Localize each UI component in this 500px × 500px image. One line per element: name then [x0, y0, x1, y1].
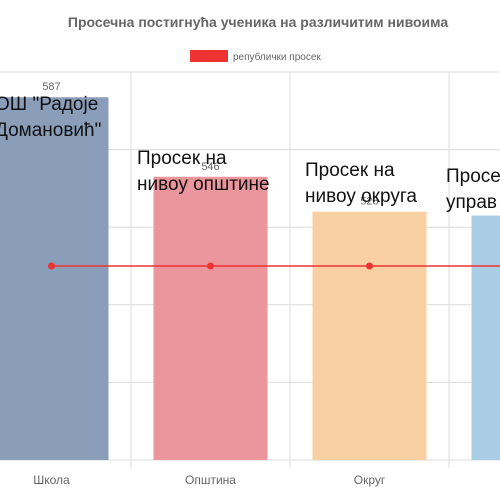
annotation-line: управ — [446, 192, 497, 213]
bar-value-label: 587 — [42, 81, 60, 93]
reference-point[interactable] — [207, 262, 214, 270]
annotation-line: нивоу округа — [305, 186, 417, 207]
annotations: ОШ "Радоје Домановић" Просек на нивоу општи… — [0, 94, 500, 213]
annotation: Просе управ — [446, 166, 500, 213]
legend-swatch — [190, 50, 228, 62]
bar-value-label: 546 — [201, 161, 219, 173]
annotation: Просек на нивоу округа — [305, 160, 417, 207]
bar[interactable] — [153, 176, 268, 460]
bar[interactable] — [312, 211, 427, 460]
annotation: Просек на нивоу општине — [137, 148, 270, 195]
chart-title: Просечна постигнућа ученика на различити… — [68, 14, 448, 30]
x-axis-ticks: ШколаОпштинаОкругШкол — [33, 473, 386, 487]
annotation-line: Просе — [446, 166, 500, 187]
x-tick-label: Округ — [354, 473, 386, 487]
annotation: ОШ "Радоје Домановић" — [0, 94, 101, 141]
reference-point[interactable] — [366, 262, 373, 270]
legend-label: републички просек — [233, 51, 321, 63]
x-tick-label: Школа — [33, 473, 70, 487]
legend: републички просек — [190, 50, 321, 63]
bar-value-label: 528 — [360, 196, 378, 208]
annotation-line: ОШ "Радоје — [0, 94, 98, 115]
annotation-line: нивоу општине — [137, 174, 270, 195]
value-labels: 587 546 528 — [42, 81, 378, 207]
x-tick-label: Општина — [185, 473, 236, 487]
bars — [0, 97, 500, 460]
reference-series — [48, 262, 500, 270]
reference-point[interactable] — [48, 262, 55, 270]
bar[interactable] — [471, 215, 500, 460]
annotation-line: Домановић" — [0, 120, 101, 141]
bar[interactable] — [0, 97, 109, 460]
annotation-line: Просек на — [305, 160, 395, 181]
annotation-line: Просек на — [137, 148, 227, 169]
